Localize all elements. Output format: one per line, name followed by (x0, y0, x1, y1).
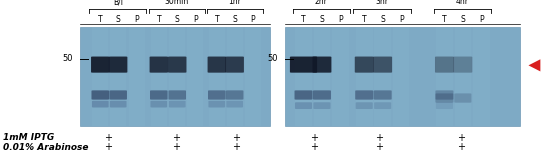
FancyBboxPatch shape (244, 27, 261, 126)
Text: 2hr: 2hr (315, 0, 327, 6)
Text: S: S (116, 14, 120, 24)
Text: B/I: B/I (113, 0, 123, 6)
Text: P: P (479, 14, 483, 24)
Text: T: T (442, 14, 447, 24)
Text: +: + (172, 133, 180, 143)
FancyBboxPatch shape (80, 27, 270, 126)
Text: +: + (232, 133, 240, 143)
FancyBboxPatch shape (355, 90, 373, 100)
Text: S: S (175, 14, 179, 24)
FancyBboxPatch shape (209, 27, 225, 126)
FancyBboxPatch shape (109, 57, 127, 73)
FancyBboxPatch shape (356, 27, 372, 126)
Text: +: + (105, 133, 112, 143)
Text: 1hr: 1hr (229, 0, 241, 6)
Text: +: + (376, 133, 383, 143)
FancyBboxPatch shape (356, 102, 373, 109)
Text: 1mM IPTG: 1mM IPTG (3, 133, 54, 142)
Text: T: T (301, 14, 306, 24)
FancyBboxPatch shape (128, 27, 145, 126)
FancyBboxPatch shape (91, 57, 109, 73)
Text: T: T (98, 14, 102, 24)
FancyBboxPatch shape (373, 90, 392, 100)
Text: S: S (461, 14, 465, 24)
FancyBboxPatch shape (373, 57, 392, 73)
FancyBboxPatch shape (168, 57, 186, 73)
Text: T: T (362, 14, 366, 24)
FancyBboxPatch shape (225, 57, 244, 73)
Text: P: P (338, 14, 343, 24)
Text: +: + (172, 142, 180, 152)
Text: +: + (232, 142, 240, 152)
FancyBboxPatch shape (151, 101, 167, 107)
FancyBboxPatch shape (455, 27, 471, 126)
FancyBboxPatch shape (355, 57, 373, 73)
FancyBboxPatch shape (151, 27, 167, 126)
Text: 50: 50 (63, 54, 73, 63)
FancyBboxPatch shape (110, 101, 126, 107)
FancyBboxPatch shape (374, 102, 391, 109)
FancyBboxPatch shape (92, 90, 109, 100)
Text: S: S (380, 14, 385, 24)
Text: 0.01% Arabinose: 0.01% Arabinose (3, 143, 88, 152)
FancyBboxPatch shape (227, 27, 243, 126)
Text: P: P (193, 14, 197, 24)
Text: S: S (320, 14, 324, 24)
Text: +: + (311, 142, 318, 152)
FancyBboxPatch shape (209, 101, 225, 107)
FancyBboxPatch shape (208, 90, 225, 100)
FancyBboxPatch shape (169, 90, 186, 100)
Text: T: T (157, 14, 161, 24)
FancyBboxPatch shape (393, 27, 409, 126)
FancyBboxPatch shape (436, 27, 453, 126)
Text: 50: 50 (267, 54, 278, 63)
FancyBboxPatch shape (314, 27, 330, 126)
FancyBboxPatch shape (150, 57, 168, 73)
FancyBboxPatch shape (375, 27, 391, 126)
FancyBboxPatch shape (435, 93, 454, 103)
Text: +: + (457, 133, 464, 143)
Text: P: P (134, 14, 139, 24)
Polygon shape (528, 59, 540, 71)
FancyBboxPatch shape (110, 27, 126, 126)
FancyBboxPatch shape (454, 57, 472, 73)
FancyBboxPatch shape (169, 101, 185, 107)
FancyBboxPatch shape (435, 57, 454, 73)
FancyBboxPatch shape (290, 57, 317, 73)
FancyBboxPatch shape (92, 101, 108, 107)
Text: 4hr: 4hr (456, 0, 469, 6)
FancyBboxPatch shape (473, 27, 489, 126)
Text: +: + (311, 133, 318, 143)
Text: P: P (250, 14, 255, 24)
FancyBboxPatch shape (295, 27, 312, 126)
FancyBboxPatch shape (454, 93, 472, 103)
FancyBboxPatch shape (92, 27, 108, 126)
Text: 30min: 30min (165, 0, 189, 6)
Text: +: + (376, 142, 383, 152)
FancyBboxPatch shape (169, 27, 185, 126)
FancyBboxPatch shape (226, 90, 243, 100)
FancyBboxPatch shape (208, 57, 226, 73)
FancyBboxPatch shape (285, 27, 520, 126)
Text: +: + (457, 142, 464, 152)
FancyBboxPatch shape (313, 90, 331, 100)
FancyBboxPatch shape (313, 57, 331, 73)
FancyBboxPatch shape (187, 27, 203, 126)
FancyBboxPatch shape (435, 90, 454, 100)
FancyBboxPatch shape (436, 102, 453, 109)
Text: +: + (105, 142, 112, 152)
FancyBboxPatch shape (332, 27, 349, 126)
FancyBboxPatch shape (295, 102, 312, 109)
FancyBboxPatch shape (227, 101, 243, 107)
Text: T: T (215, 14, 219, 24)
FancyBboxPatch shape (313, 102, 331, 109)
Text: 3hr: 3hr (376, 0, 389, 6)
Text: P: P (399, 14, 403, 24)
Text: S: S (233, 14, 237, 24)
FancyBboxPatch shape (294, 90, 313, 100)
FancyBboxPatch shape (109, 90, 127, 100)
FancyBboxPatch shape (150, 90, 167, 100)
